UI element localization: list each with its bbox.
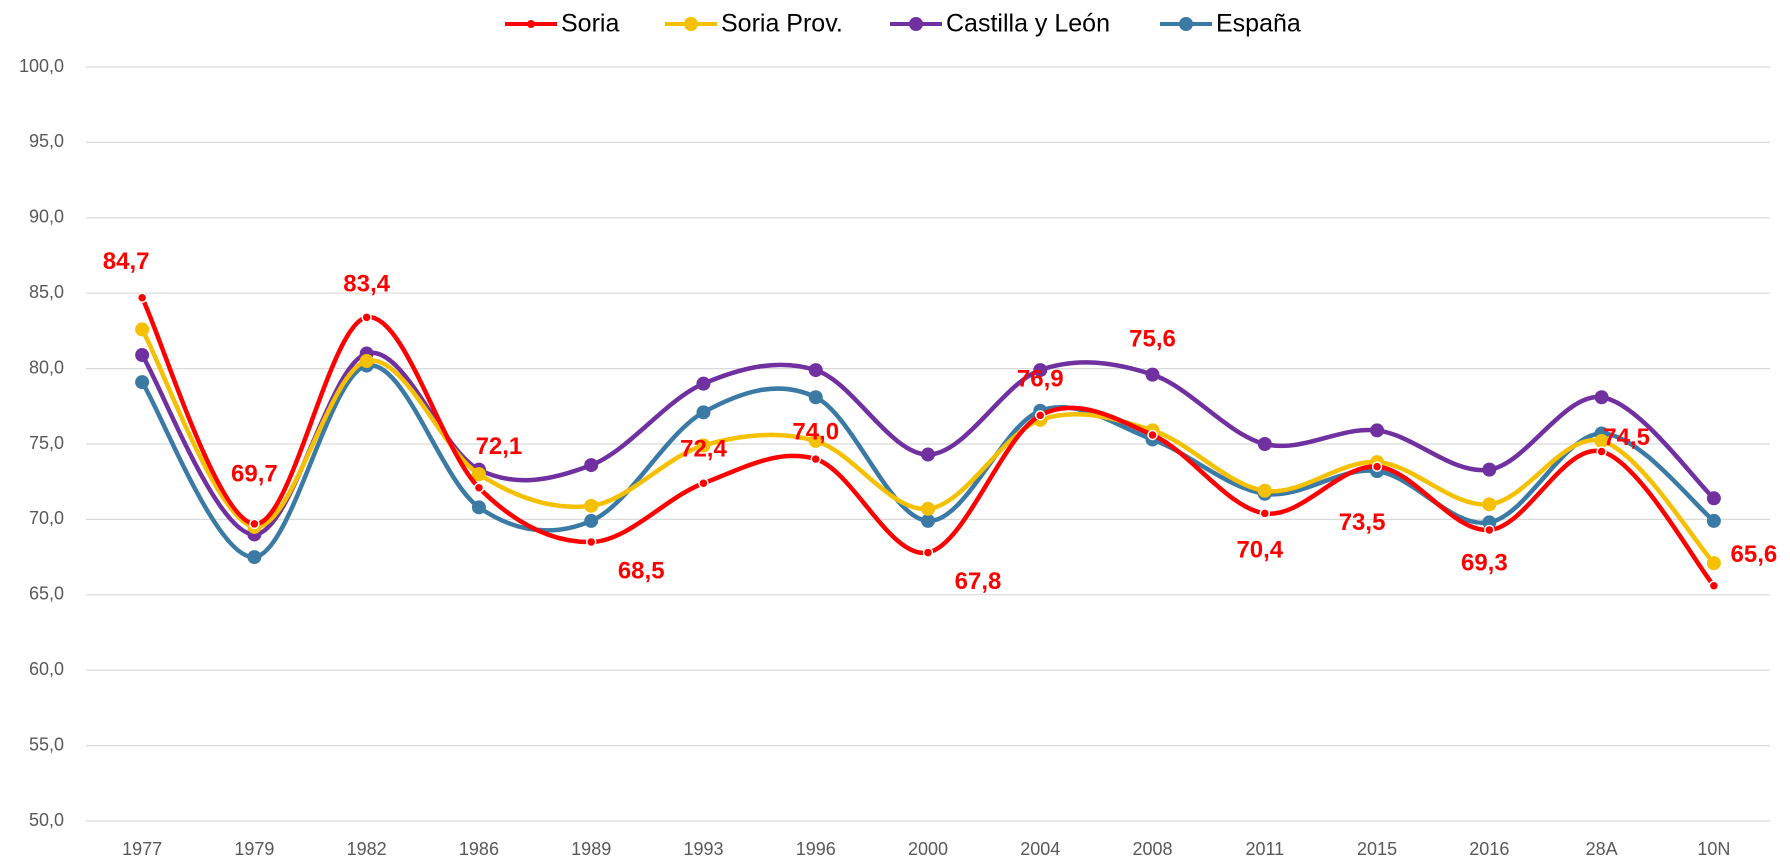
data-label: 68,5 [618, 557, 665, 584]
point [1596, 446, 1607, 457]
point [136, 292, 148, 303]
point [1145, 367, 1160, 382]
data-label: 73,5 [1339, 509, 1386, 536]
x-tick-label: 1996 [796, 839, 836, 859]
data-label: 69,3 [1461, 549, 1508, 576]
data-label: 65,6 [1731, 541, 1778, 568]
point [808, 363, 823, 378]
legend-label: España [1216, 10, 1301, 38]
point [361, 312, 372, 323]
data-label: 84,7 [103, 248, 150, 275]
point [135, 375, 150, 390]
point [1484, 524, 1495, 536]
point [1147, 429, 1158, 441]
x-tick-label: 10N [1697, 839, 1730, 859]
legend-marker [684, 17, 698, 31]
point [698, 477, 709, 489]
point [921, 513, 935, 528]
x-tick-label: 1977 [122, 839, 162, 859]
y-tick-label: 65,0 [29, 584, 64, 604]
point [1257, 483, 1272, 498]
point [1482, 515, 1497, 530]
y-tick-label: 60,0 [29, 659, 64, 679]
point [135, 322, 150, 337]
point [359, 354, 374, 369]
x-tick-label: 1979 [234, 839, 274, 859]
data-label: 74,5 [1603, 424, 1650, 451]
y-tick-label: 55,0 [29, 734, 64, 754]
point [1706, 556, 1721, 571]
point [696, 405, 711, 420]
point [1257, 437, 1272, 451]
x-tick-label: 2008 [1133, 839, 1173, 859]
data-label: 74,0 [792, 418, 839, 445]
data-label: 67,8 [955, 568, 1002, 595]
point [921, 447, 935, 462]
point [585, 536, 597, 548]
data-label: 76,9 [1017, 366, 1064, 393]
legend-label: Soria Prov. [721, 10, 843, 38]
y-tick-label: 50,0 [29, 810, 64, 830]
point [810, 453, 821, 465]
point [696, 376, 711, 391]
point [584, 498, 599, 513]
x-tick-label: 1986 [459, 839, 499, 859]
y-tick-label: 80,0 [29, 357, 64, 377]
x-tick-label: 2000 [908, 839, 948, 859]
data-label: 70,4 [1236, 537, 1283, 564]
x-tick-label: 1993 [683, 839, 723, 859]
x-tick-label: 1982 [347, 839, 387, 859]
point [584, 458, 599, 473]
data-label: 75,6 [1129, 325, 1176, 352]
point [1482, 497, 1497, 512]
point [473, 482, 485, 493]
data-label: 72,1 [476, 433, 523, 460]
point [808, 433, 823, 448]
point [1706, 513, 1721, 528]
point [1371, 461, 1383, 472]
legend-marker [909, 17, 923, 31]
point [1370, 423, 1385, 438]
legend-label: Soria [561, 10, 619, 38]
point [1708, 580, 1720, 592]
x-tick-label: 2011 [1245, 839, 1284, 859]
y-tick-label: 85,0 [29, 282, 64, 302]
x-tick-label: 2004 [1020, 839, 1060, 859]
point [1594, 390, 1609, 405]
point [471, 467, 486, 482]
data-label: 69,7 [231, 460, 278, 487]
legend-marker [1179, 17, 1193, 31]
point [135, 348, 150, 363]
point [471, 500, 486, 515]
legend-marker [527, 20, 535, 28]
point [808, 390, 823, 405]
point [249, 518, 260, 530]
point [1035, 410, 1046, 421]
data-label: 83,4 [343, 271, 390, 298]
point [1259, 508, 1271, 519]
x-tick-label: 2016 [1469, 839, 1509, 859]
point [922, 547, 934, 558]
point [1706, 491, 1721, 506]
y-tick-label: 100,0 [19, 56, 64, 76]
point [1482, 462, 1497, 477]
x-tick-label: 28A [1586, 839, 1618, 859]
y-tick-label: 70,0 [29, 508, 64, 528]
legend-label: Castilla y León [946, 10, 1110, 38]
point [696, 438, 711, 453]
point [921, 501, 935, 516]
point [584, 513, 599, 528]
point [1033, 363, 1048, 378]
y-tick-label: 90,0 [29, 207, 64, 227]
point [1594, 433, 1609, 448]
x-tick-label: 1989 [571, 839, 611, 859]
data-label: 72,4 [680, 436, 727, 463]
series-line [140, 296, 1716, 588]
y-tick-label: 95,0 [29, 131, 64, 151]
point [247, 550, 262, 565]
x-tick-label: 2015 [1357, 839, 1397, 859]
y-tick-label: 75,0 [29, 433, 64, 453]
